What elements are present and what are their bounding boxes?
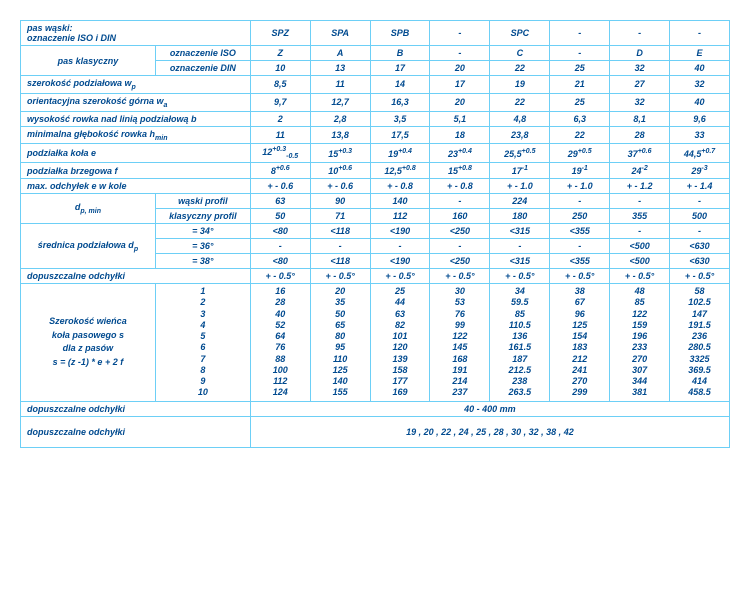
header-row-iso: pas klasyczny oznaczenie ISO Z A B - C -…: [21, 46, 730, 61]
row-e: podziałka koła e 12+0.3-0.5 15+0.3 19+0.…: [21, 144, 730, 163]
row-b: wysokość rowka nad linią podziałową b 2 …: [21, 111, 730, 126]
rim-width-label: Szerokość wieńca koła pasowego s dla z p…: [21, 284, 156, 402]
classic-belt-label: pas klasyczny: [21, 46, 156, 76]
col-dash-3: -: [610, 21, 670, 46]
rim-n: 12345678910: [155, 284, 250, 402]
col-spz: SPZ: [250, 21, 310, 46]
row-hmin: minimalna głębokość rowka hmin 11 13,8 1…: [21, 126, 730, 144]
col-dash-4: -: [670, 21, 730, 46]
col-dash-1: -: [430, 21, 490, 46]
din-label: oznaczenie DIN: [155, 61, 250, 76]
col-spc: SPC: [490, 21, 550, 46]
iso-label: oznaczenie ISO: [155, 46, 250, 61]
row-maxe: max. odchyłek e w kole + - 0.6 + - 0.6 +…: [21, 179, 730, 194]
row-tol1: dopuszczalne odchyłki + - 0.5° + - 0.5° …: [21, 269, 730, 284]
row-f: podziałka brzegowa f 8+0.6 10+0.6 12,5+0…: [21, 163, 730, 179]
row-wp: szerokość podziałowa wp 8,5 11 14 17 19 …: [21, 76, 730, 94]
col-dash-2: -: [550, 21, 610, 46]
row-narrow-profile: dp, min wąski profil 63 90 140 - 224 - -…: [21, 194, 730, 209]
col-spa: SPA: [310, 21, 370, 46]
col-spb: SPB: [370, 21, 430, 46]
narrow-belt-label: pas wąski: oznaczenie ISO i DIN: [21, 21, 251, 46]
row-rim-width: Szerokość wieńca koła pasowego s dla z p…: [21, 284, 730, 402]
belt-spec-table-container: pas wąski: oznaczenie ISO i DIN SPZ SPA …: [20, 20, 730, 448]
row-tol2: dopuszczalne odchyłki 40 - 400 mm: [21, 401, 730, 416]
row-a34: średnica podziałowa dp = 34° <80 <118 <1…: [21, 224, 730, 239]
row-tol3: dopuszczalne odchyłki 19 , 20 , 22 , 24 …: [21, 416, 730, 447]
header-row-1: pas wąski: oznaczenie ISO i DIN SPZ SPA …: [21, 21, 730, 46]
row-wa: orientacyjna szerokość górna wa 9,7 12,7…: [21, 93, 730, 111]
belt-spec-table: pas wąski: oznaczenie ISO i DIN SPZ SPA …: [20, 20, 730, 448]
